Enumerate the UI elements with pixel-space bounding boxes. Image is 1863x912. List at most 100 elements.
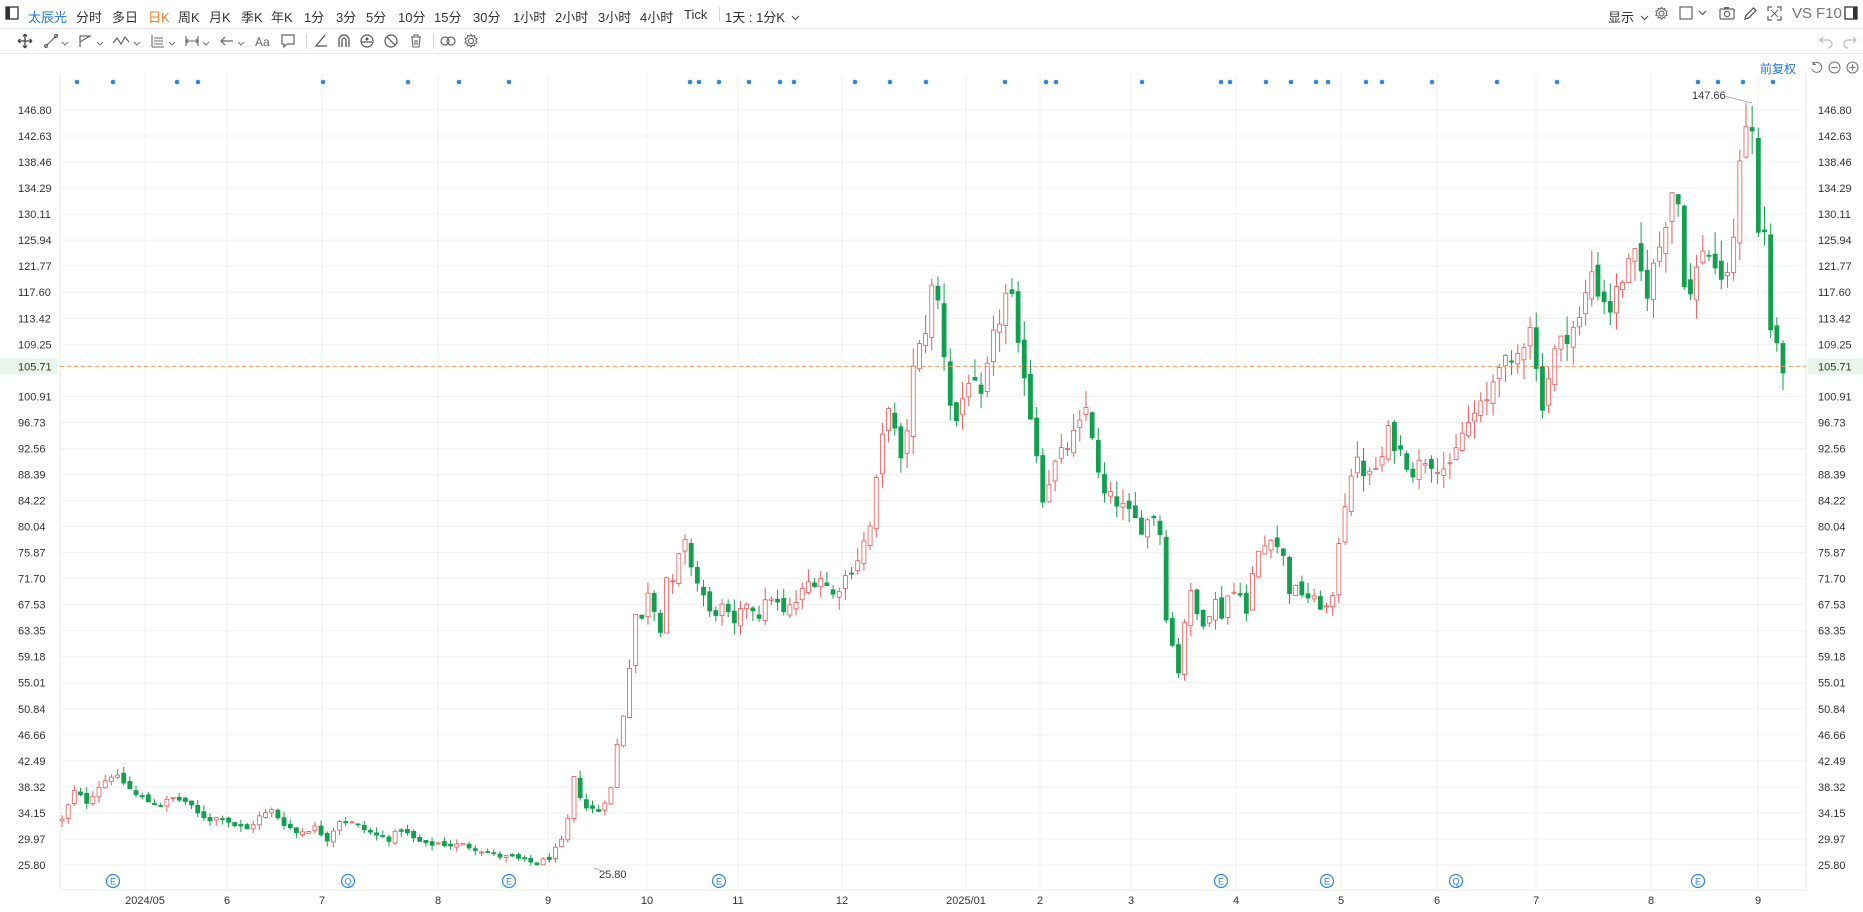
candlestick-chart[interactable]: 146.80 142.63 138.46 134.29 130.11 125.94 121.… — [0, 54, 1863, 912]
event-dot[interactable] — [1053, 79, 1059, 85]
gear-icon[interactable] — [463, 33, 481, 49]
move-icon[interactable] — [17, 33, 35, 49]
cycle-selector[interactable]: 1天 : 1分K — [725, 7, 800, 26]
event-dot[interactable] — [1770, 79, 1776, 85]
period-6[interactable]: 年K — [271, 10, 293, 25]
event-dot[interactable] — [777, 79, 783, 85]
period-13[interactable]: 1小时 — [513, 10, 547, 25]
display-menu[interactable]: 显示 — [1608, 7, 1649, 26]
period-16[interactable]: 4小时 — [640, 10, 674, 25]
event-dot[interactable] — [1139, 79, 1145, 85]
event-dot[interactable] — [791, 79, 797, 85]
event-dot[interactable] — [1715, 79, 1721, 85]
comment-tool-icon[interactable] — [280, 33, 298, 49]
chevron-down-icon[interactable] — [237, 35, 245, 46]
measure-tool-icon[interactable] — [184, 33, 202, 49]
event-dot[interactable] — [852, 79, 858, 85]
chevron-down-icon[interactable] — [202, 35, 210, 46]
event-dot[interactable] — [1002, 79, 1008, 85]
chevron-down-icon[interactable] — [61, 35, 69, 46]
fullscreen-icon[interactable] — [1767, 6, 1782, 24]
event-dot[interactable] — [1429, 79, 1435, 85]
event-dot[interactable] — [506, 79, 512, 85]
fib-tool-icon[interactable] — [150, 33, 168, 49]
event-dot[interactable] — [110, 79, 116, 85]
event-badge[interactable]: Q — [340, 873, 356, 889]
event-badge[interactable]: E — [1690, 873, 1706, 889]
vs-button[interactable]: VS — [1792, 5, 1813, 22]
event-dot[interactable] — [1218, 79, 1224, 85]
event-dot[interactable] — [887, 79, 893, 85]
event-dot[interactable] — [1043, 79, 1049, 85]
stock-name[interactable]: 太辰光 — [28, 10, 68, 25]
period-8[interactable]: 3分 — [336, 10, 357, 25]
period-1[interactable]: 多日 — [112, 10, 139, 25]
gear-icon[interactable] — [1654, 6, 1669, 24]
event-dot[interactable] — [405, 79, 411, 85]
event-dot[interactable] — [1740, 79, 1746, 85]
link-icon[interactable] — [439, 33, 457, 49]
event-dot[interactable] — [923, 79, 929, 85]
period-7[interactable]: 1分 — [304, 10, 325, 25]
period-12[interactable]: 30分 — [473, 10, 501, 25]
hide-drawing-icon[interactable] — [383, 33, 401, 49]
period-0[interactable]: 分时 — [76, 10, 103, 25]
event-dot[interactable] — [174, 79, 180, 85]
restore-zoom-icon[interactable] — [1810, 61, 1823, 79]
event-dot[interactable] — [1313, 79, 1319, 85]
event-dot[interactable] — [1227, 79, 1233, 85]
panel-toggle-icon[interactable] — [1844, 6, 1858, 23]
event-dot[interactable] — [195, 79, 201, 85]
chevron-down-icon[interactable] — [168, 35, 176, 46]
layout-menu[interactable] — [1679, 6, 1707, 23]
zoom-in-icon[interactable] — [1846, 61, 1859, 79]
period-3[interactable]: 周K — [178, 10, 200, 25]
event-dot[interactable] — [320, 79, 326, 85]
event-dot[interactable] — [456, 79, 462, 85]
restoration-button[interactable]: 前复权 — [1760, 62, 1797, 76]
undo-icon[interactable] — [1818, 33, 1836, 49]
period-5[interactable]: 季K — [241, 10, 263, 25]
event-badge[interactable]: E — [501, 873, 517, 889]
event-badge[interactable]: E — [1319, 873, 1335, 889]
event-dot[interactable] — [1363, 79, 1369, 85]
wave-tool-icon[interactable] — [112, 33, 130, 49]
arrow-tool-icon[interactable] — [219, 33, 237, 49]
lock-drawing-icon[interactable] — [359, 33, 377, 49]
event-badge[interactable]: E — [1213, 873, 1229, 889]
camera-icon[interactable] — [1719, 6, 1735, 23]
event-dot[interactable] — [1325, 79, 1331, 85]
event-dot[interactable] — [1263, 79, 1269, 85]
period-17[interactable]: Tick — [684, 7, 708, 22]
sidebar-toggle-icon[interactable] — [5, 6, 19, 23]
period-15[interactable]: 3小时 — [598, 10, 632, 25]
f10-button[interactable]: F10 — [1816, 5, 1842, 22]
pencil-icon[interactable] — [1743, 6, 1758, 24]
angle-tool-icon[interactable] — [313, 33, 331, 49]
event-dot[interactable] — [1288, 79, 1294, 85]
event-badge[interactable]: E — [711, 873, 727, 889]
text-tool-icon[interactable]: Aa — [254, 33, 272, 49]
magnet-icon[interactable] — [336, 33, 354, 49]
period-10[interactable]: 10分 — [398, 10, 426, 25]
event-dot[interactable] — [746, 79, 752, 85]
event-badge[interactable]: Q — [1448, 873, 1464, 889]
chevron-down-icon[interactable] — [96, 35, 104, 46]
chevron-down-icon[interactable] — [133, 35, 141, 46]
event-dot[interactable] — [1379, 79, 1385, 85]
event-dot[interactable] — [1554, 79, 1560, 85]
event-dot[interactable] — [696, 79, 702, 85]
event-dot[interactable] — [716, 79, 722, 85]
event-dot[interactable] — [687, 79, 693, 85]
event-dot[interactable] — [1494, 79, 1500, 85]
redo-icon[interactable] — [1842, 33, 1860, 49]
event-dot[interactable] — [1695, 79, 1701, 85]
trash-icon[interactable] — [408, 33, 426, 49]
zoom-out-icon[interactable] — [1828, 61, 1841, 79]
period-11[interactable]: 15分 — [434, 10, 462, 25]
period-14[interactable]: 2小时 — [555, 10, 589, 25]
event-dot[interactable] — [74, 79, 80, 85]
channel-tool-icon[interactable] — [78, 33, 96, 49]
line-tool-icon[interactable] — [43, 33, 61, 49]
period-4[interactable]: 月K — [209, 10, 231, 25]
